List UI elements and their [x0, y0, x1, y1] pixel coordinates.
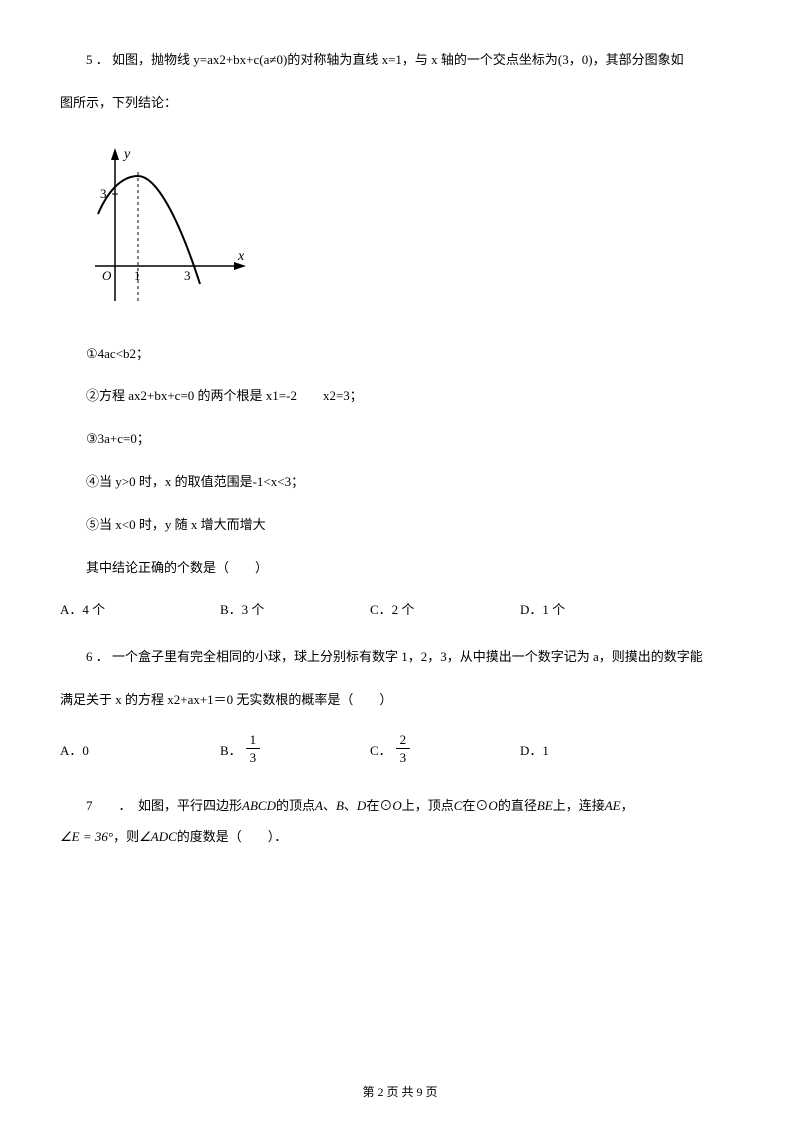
q7-d: D — [357, 798, 366, 813]
q7-angE: ∠E = 36° — [60, 829, 113, 844]
q5-item4: ④当 y>0 时，x 的取值范围是-1<x<3； — [60, 472, 740, 493]
q7-mid5: 的直径 — [498, 798, 537, 813]
q6-option-a: A．0 — [60, 741, 220, 764]
q5-stem-line1: 5 ． 如图，抛物线 y=ax2+bx+c(a≠0)的对称轴为直线 x=1，与 … — [60, 50, 740, 71]
q7-dot2: 、 — [344, 798, 357, 813]
q6-stem-line2: 满足关于 x 的方程 x2+ax+1＝0 无实数根的概率是（ ） — [60, 690, 740, 711]
q6-optb-denominator: 3 — [246, 749, 261, 764]
q7-mid7: ，则 — [113, 829, 139, 844]
q6-stem-line1: 6 ． 一个盒子里有完全相同的小球，球上分别标有数字 1，2，3，从中摸出一个数… — [60, 647, 740, 668]
q7-mid2: 在⊙ — [366, 798, 392, 813]
page-content: 5 ． 如图，抛物线 y=ax2+bx+c(a≠0)的对称轴为直线 x=1，与 … — [0, 0, 800, 914]
x-axis-label: x — [237, 249, 245, 264]
q7-mid6: 上，连接 — [553, 798, 605, 813]
q5-item3: ③3a+c=0； — [60, 429, 740, 450]
q6-option-b-fraction: 1 3 — [246, 733, 261, 764]
q5-item5: ⑤当 x<0 时，y 随 x 增大而增大 — [60, 515, 740, 536]
q7-angADC: ∠ADC — [139, 829, 177, 844]
q5-ask: 其中结论正确的个数是（ ） — [60, 558, 740, 579]
q7-ae: AE — [605, 798, 621, 813]
q7-mid1: 的顶点 — [276, 798, 315, 813]
q7-o1: O — [392, 798, 401, 813]
q6-option-b-label: B． — [220, 741, 242, 764]
q7-mid3: 上，顶点 — [402, 798, 454, 813]
page-footer: 第 2 页 共 9 页 — [0, 1083, 800, 1102]
q7-be: BE — [537, 798, 553, 813]
y-axis-label: y — [122, 147, 131, 162]
q6-optc-numerator: 2 — [396, 733, 411, 749]
q7-a: A — [315, 798, 323, 813]
q7-comma: ， — [621, 798, 634, 813]
q6-option-c-fraction: 2 3 — [396, 733, 411, 764]
q6-option-b: B． 1 3 — [220, 733, 370, 764]
q5-item2: ②方程 ax2+bx+c=0 的两个根是 x1=-2 x2=3； — [60, 386, 740, 407]
q6-option-c-label: C． — [370, 741, 392, 764]
x-tick-3-label: 3 — [184, 268, 191, 283]
q7-mid4: 在⊙ — [462, 798, 488, 813]
q6-options: A．0 B． 1 3 C． 2 3 D．1 — [60, 733, 740, 764]
q5-options: A．4 个 B．3 个 C．2 个 D．1 个 — [60, 600, 740, 621]
q6-option-d: D．1 — [520, 741, 670, 764]
q5-option-c: C．2 个 — [370, 600, 520, 621]
q6-optb-numerator: 1 — [246, 733, 261, 749]
q7-tail: 的度数是（ ）． — [177, 829, 288, 844]
q5-item1: ①4ac<b2； — [60, 344, 740, 365]
origin-label: O — [102, 268, 112, 283]
q7-abcd: ABCD — [242, 798, 276, 813]
q6-optc-denominator: 3 — [396, 749, 411, 764]
q5-option-a: A．4 个 — [60, 600, 220, 621]
q7-b: B — [336, 798, 344, 813]
q7-dot1: 、 — [323, 798, 336, 813]
q5-option-d: D．1 个 — [520, 600, 670, 621]
q5-stem-line2: 图所示，下列结论： — [60, 93, 740, 114]
q7-pre: 7 ． 如图，平行四边形 — [86, 798, 242, 813]
q5-option-b: B．3 个 — [220, 600, 370, 621]
q5-parabola-graph: y x O 3 1 3 — [90, 136, 250, 316]
q7-o2: O — [488, 798, 497, 813]
q6-option-c: C． 2 3 — [370, 733, 520, 764]
q7-stem: 7 ． 如图，平行四边形ABCD的顶点A、B、D在⊙O上，顶点C在⊙O的直径BE… — [60, 790, 740, 852]
y-axis-arrow — [111, 148, 119, 160]
x-tick-1-label: 1 — [134, 268, 141, 283]
